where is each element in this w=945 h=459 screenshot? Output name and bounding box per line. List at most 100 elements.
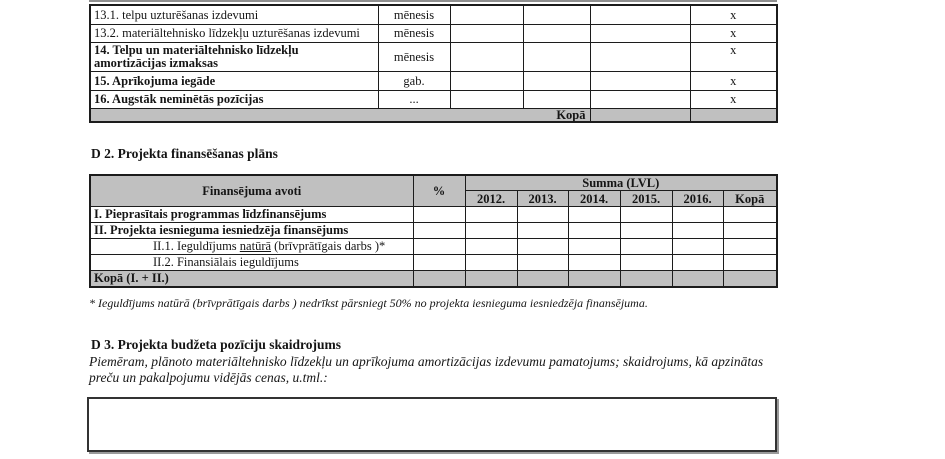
value-cell[interactable] (516, 254, 569, 271)
row-unit: gab. (377, 71, 451, 91)
value-cell[interactable] (412, 222, 466, 239)
value-cell[interactable] (464, 206, 518, 223)
table-row: II. Projekta iesnieguma iesniedzēja fina… (89, 222, 778, 239)
column-header-year: 2016. (671, 190, 724, 207)
total-value-cell[interactable] (619, 270, 673, 288)
column-header-summa: Summa (LVL) (464, 174, 778, 191)
total-value-cell[interactable] (689, 108, 778, 123)
value-cell[interactable] (589, 90, 691, 109)
row-label: II.2. Finansiālais ieguldījums (89, 254, 414, 271)
value-cell[interactable] (412, 254, 466, 271)
value-cell[interactable] (671, 238, 724, 255)
financing-plan-table: Finansējuma avoti % Summa (LVL) 2012. 20… (89, 174, 779, 288)
total-row: Kopā (I. + II.) (89, 270, 778, 288)
row-unit: mēnesis (377, 24, 451, 43)
budget-positions-table: 13.1. telpu uzturēšanas izdevumi mēnesis… (89, 4, 778, 123)
x-mark-cell: x (689, 42, 778, 72)
table-row: 13.2. materiāltehnisko līdzekļu uzturēša… (89, 24, 778, 43)
value-cell[interactable] (449, 90, 524, 109)
total-value-cell[interactable] (589, 108, 691, 123)
row-label: 13.1. telpu uzturēšanas izdevumi (89, 4, 379, 25)
total-value-cell[interactable] (567, 270, 621, 288)
value-cell[interactable] (516, 222, 569, 239)
row-label: 16. Augstāk neminētās pozīcijas (89, 90, 379, 109)
total-value-cell[interactable] (516, 270, 569, 288)
value-cell[interactable] (449, 4, 524, 25)
value-cell[interactable] (567, 238, 621, 255)
row-label: II.1. Ieguldījums natūrā (brīvprātīgais … (89, 238, 414, 255)
value-cell[interactable] (722, 254, 778, 271)
value-cell[interactable] (722, 206, 778, 223)
column-header-year: 2014. (567, 190, 621, 207)
section-d3-heading: D 3. Projekta budžeta pozīciju skaidroju… (91, 337, 342, 352)
value-cell[interactable] (522, 24, 591, 43)
table-row: 16. Augstāk neminētās pozīcijas ... x (89, 90, 778, 109)
value-cell[interactable] (464, 254, 518, 271)
value-cell[interactable] (449, 42, 524, 72)
row-unit: ... (377, 90, 451, 109)
value-cell[interactable] (464, 238, 518, 255)
table-row: 13.1. telpu uzturēšanas izdevumi mēnesis… (89, 4, 778, 25)
row-label: 15. Aprīkojuma iegāde (89, 71, 379, 91)
value-cell[interactable] (619, 206, 673, 223)
x-mark-cell: x (689, 90, 778, 109)
column-header-percent: % (412, 174, 466, 207)
column-header-sources: Finansējuma avoti (89, 174, 414, 207)
table-row: 14. Telpu un materiāltehnisko līdzekļu a… (89, 42, 778, 72)
description-line: preču un pakalpojumu vidējās cenas, u.tm… (89, 370, 328, 385)
value-cell[interactable] (516, 206, 569, 223)
section-d2-heading: D 2. Projekta finansēšanas plāns (91, 146, 278, 161)
value-cell[interactable] (449, 24, 524, 43)
value-cell[interactable] (567, 254, 621, 271)
value-cell[interactable] (722, 222, 778, 239)
total-value-cell[interactable] (671, 270, 724, 288)
row-unit: mēnesis (377, 4, 451, 25)
section-d3-description: Piemēram, plānoto materiāltehnisko līdze… (89, 354, 809, 386)
value-cell[interactable] (412, 238, 466, 255)
value-cell[interactable] (567, 206, 621, 223)
value-cell[interactable] (412, 206, 466, 223)
value-cell[interactable] (567, 222, 621, 239)
row-label: II. Projekta iesnieguma iesniedzēja fina… (89, 222, 414, 239)
value-cell[interactable] (619, 238, 673, 255)
table-row: II.2. Finansiālais ieguldījums (89, 254, 778, 271)
value-cell[interactable] (522, 4, 591, 25)
value-cell[interactable] (619, 254, 673, 271)
x-mark-cell: x (689, 4, 778, 25)
row-label: I. Pieprasītais programmas līdzfinansēju… (89, 206, 414, 223)
value-cell[interactable] (516, 238, 569, 255)
column-header-year: 2012. (464, 190, 518, 207)
table-row: 15. Aprīkojuma iegāde gab. x (89, 71, 778, 91)
column-header-total: Kopā (722, 190, 778, 207)
value-cell[interactable] (619, 222, 673, 239)
table-row: I. Pieprasītais programmas līdzfinansēju… (89, 206, 778, 223)
row-label-suffix: (brīvprātīgais darbs )* (271, 239, 386, 254)
header-row: Finansējuma avoti % Summa (LVL) (89, 174, 778, 207)
value-cell[interactable] (671, 206, 724, 223)
value-cell[interactable] (522, 71, 591, 91)
value-cell[interactable] (522, 42, 591, 72)
row-label-prefix: II.1. Ieguldījums (153, 239, 240, 254)
value-cell[interactable] (589, 24, 691, 43)
row-label-underlined: natūrā (239, 239, 272, 254)
total-label: Kopā (I. + II.) (89, 270, 414, 288)
total-value-cell[interactable] (464, 270, 518, 288)
value-cell[interactable] (464, 222, 518, 239)
header-year-row: 2012. 2013. 2014. 2015. 2016. Kopā (90, 190, 778, 207)
value-cell[interactable] (522, 90, 591, 109)
value-cell[interactable] (671, 222, 724, 239)
total-value-cell[interactable] (412, 270, 466, 288)
value-cell[interactable] (589, 71, 691, 91)
table-row: II.1. Ieguldījums natūrā (brīvprātīgais … (89, 238, 778, 255)
x-mark-cell: x (689, 71, 778, 91)
total-value-cell[interactable] (722, 270, 778, 288)
footnote: * Ieguldījums natūrā (brīvprātīgais darb… (89, 296, 648, 310)
value-cell[interactable] (589, 4, 691, 25)
value-cell[interactable] (722, 238, 778, 255)
row-label: 14. Telpu un materiāltehnisko līdzekļu a… (89, 42, 379, 72)
explanation-input-box[interactable] (87, 397, 777, 452)
value-cell[interactable] (449, 71, 524, 91)
value-cell[interactable] (671, 254, 724, 271)
value-cell[interactable] (589, 42, 691, 72)
